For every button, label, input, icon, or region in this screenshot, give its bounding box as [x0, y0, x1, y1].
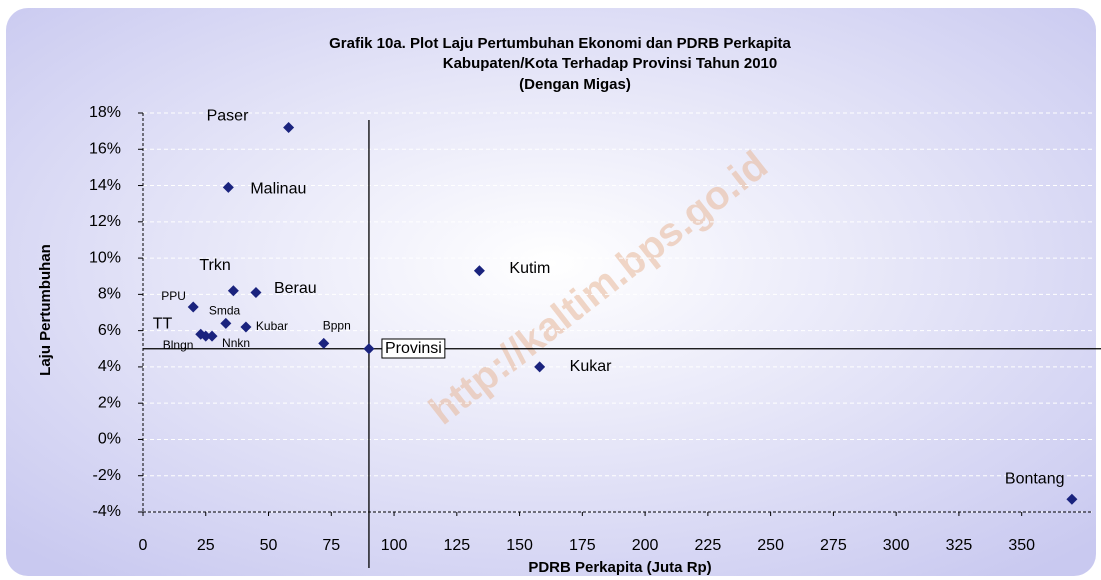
- point: [206, 330, 218, 342]
- point-label: Malinau: [250, 181, 306, 198]
- point-label: Kubar: [256, 319, 288, 333]
- y-tick-label: -4%: [93, 503, 121, 520]
- x-tick-label: 50: [260, 537, 278, 554]
- point-label: Trkn: [199, 257, 230, 274]
- point-label: PPU: [161, 289, 186, 303]
- point-label: Kutim: [509, 260, 550, 277]
- point: [283, 122, 295, 134]
- x-tick-label: 125: [443, 537, 470, 554]
- x-tick-label: 325: [946, 537, 973, 554]
- label-box: [381, 338, 446, 359]
- y-tick-label: 16%: [89, 140, 121, 157]
- point-label: Provinsi: [385, 340, 442, 357]
- point: [1066, 493, 1078, 505]
- y-tick-label: 6%: [98, 322, 121, 339]
- y-tick-label: -2%: [93, 467, 121, 484]
- point: [534, 361, 546, 373]
- point: [318, 337, 330, 349]
- x-tick-label: 250: [757, 537, 784, 554]
- y-tick-label: 10%: [89, 249, 121, 266]
- point-label: Blngn: [163, 338, 194, 352]
- x-tick-label: 25: [197, 537, 215, 554]
- x-tick-label: 275: [820, 537, 847, 554]
- point-label: TT: [153, 315, 173, 332]
- point-label: Paser: [207, 108, 249, 125]
- chart-title: (Dengan Migas): [519, 76, 631, 93]
- panel: [6, 8, 1096, 576]
- y-tick-label: 0%: [98, 431, 121, 448]
- point: [473, 265, 485, 277]
- x-tick-label: 200: [632, 537, 659, 554]
- point-label: Kukar: [570, 358, 612, 375]
- y-axis-label: Laju Pertumbuhan: [37, 244, 54, 376]
- x-tick-label: 150: [506, 537, 533, 554]
- point: [363, 343, 375, 355]
- point-label: Nnkn: [222, 336, 250, 350]
- point-label: Berau: [274, 280, 317, 297]
- y-tick-label: 14%: [89, 177, 121, 194]
- x-tick-label: 0: [139, 537, 148, 554]
- point: [187, 301, 199, 313]
- x-tick-label: 75: [322, 537, 340, 554]
- point: [200, 330, 212, 342]
- x-tick-label: 350: [1008, 537, 1035, 554]
- point: [250, 287, 262, 299]
- chart-title: Kabupaten/Kota Terhadap Provinsi Tahun 2…: [443, 55, 778, 72]
- x-tick-label: 225: [695, 537, 722, 554]
- x-tick-label: 175: [569, 537, 596, 554]
- x-tick-label: 300: [883, 537, 910, 554]
- point-label: Bontang: [1005, 471, 1065, 488]
- y-tick-label: 4%: [98, 358, 121, 375]
- y-tick-label: 8%: [98, 286, 121, 303]
- x-tick-label: 100: [381, 537, 408, 554]
- point: [240, 321, 252, 333]
- y-tick-label: 2%: [98, 394, 121, 411]
- y-tick-label: 12%: [89, 213, 121, 230]
- x-axis-label: PDRB Perkapita (Juta Rp): [528, 559, 711, 576]
- point: [227, 285, 239, 297]
- point-label: Bppn: [323, 319, 351, 333]
- point: [222, 181, 234, 193]
- y-tick-label: 18%: [89, 104, 121, 121]
- point-label: Smda: [209, 304, 241, 318]
- chart-title: Grafik 10a. Plot Laju Pertumbuhan Ekonom…: [329, 35, 791, 52]
- point: [220, 317, 232, 329]
